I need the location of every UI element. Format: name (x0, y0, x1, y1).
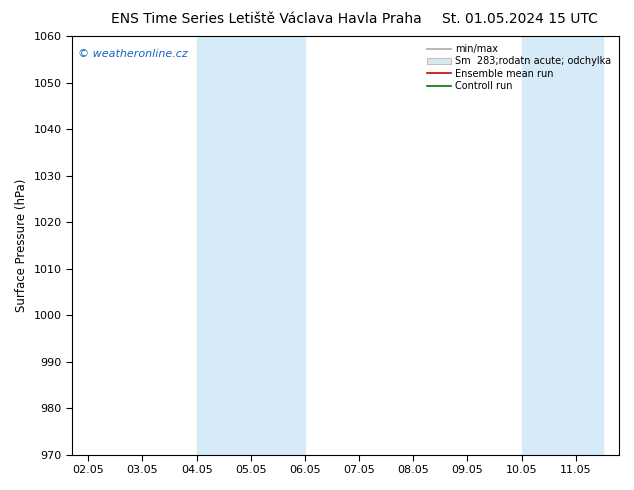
Text: ENS Time Series Letiště Václava Havla Praha: ENS Time Series Letiště Václava Havla Pr… (111, 12, 422, 26)
Bar (522, 36, 603, 455)
Text: St. 01.05.2024 15 UTC: St. 01.05.2024 15 UTC (442, 12, 598, 26)
Legend: min/max, Sm  283;rodatn acute; odchylka, Ensemble mean run, Controll run: min/max, Sm 283;rodatn acute; odchylka, … (424, 41, 614, 94)
Text: © weatheronline.cz: © weatheronline.cz (77, 49, 187, 59)
Y-axis label: Surface Pressure (hPa): Surface Pressure (hPa) (15, 179, 28, 312)
Bar (197, 36, 305, 455)
